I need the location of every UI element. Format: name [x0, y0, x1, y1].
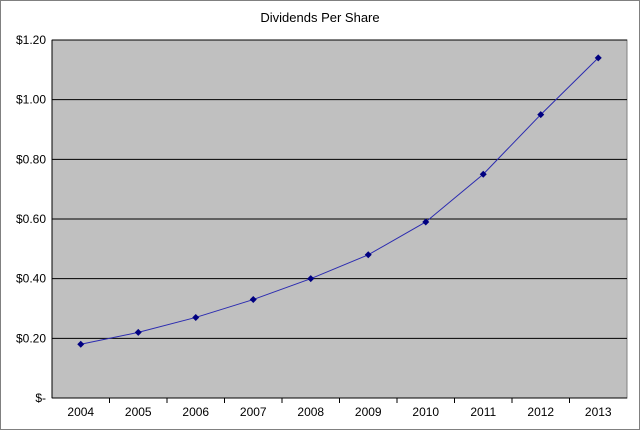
x-tick-label: 2011 [470, 405, 496, 419]
series-line [80, 57, 599, 345]
chart-title: Dividends Per Share [260, 10, 379, 25]
y-tick-label: $0.80 [16, 152, 46, 166]
data-point-marker [192, 313, 200, 321]
x-axis-tick-labels: 2004 2005 2006 2007 2008 2009 2010 2011 2012 2013 [67, 398, 612, 419]
y-tick-label: $0.60 [16, 212, 46, 226]
data-point-marker [77, 340, 85, 348]
x-tick-label: 2009 [355, 405, 382, 419]
y-tick-label: $1.20 [16, 33, 46, 47]
x-tick-label: 2006 [182, 405, 209, 419]
x-tick-label: 2004 [67, 405, 94, 419]
y-tick-label: $1.00 [16, 93, 46, 107]
x-tick-label: 2005 [125, 405, 152, 419]
data-point-marker [422, 218, 430, 226]
x-tick-label: 2010 [412, 405, 439, 419]
y-axis-tick-labels: $- $0.20 $0.40 $0.60 $0.80 $1.00 $1.20 [16, 33, 46, 405]
gridlines [51, 39, 627, 399]
y-tick-label: $- [35, 391, 46, 405]
y-tick-label: $0.20 [16, 331, 46, 345]
data-point-marker [479, 170, 487, 178]
data-point-marker [249, 296, 257, 304]
x-tick-label: 2008 [297, 405, 324, 419]
x-tick-label: 2012 [527, 405, 554, 419]
data-point-marker [594, 54, 602, 62]
data-point-marker [364, 251, 372, 259]
data-point-marker [307, 275, 315, 283]
data-point-marker [134, 328, 142, 336]
y-tick-label: $0.40 [16, 272, 46, 286]
data-point-marker [537, 111, 545, 119]
x-tick-label: 2013 [585, 405, 612, 419]
x-tick-label: 2007 [240, 405, 267, 419]
series-layer [77, 54, 602, 348]
